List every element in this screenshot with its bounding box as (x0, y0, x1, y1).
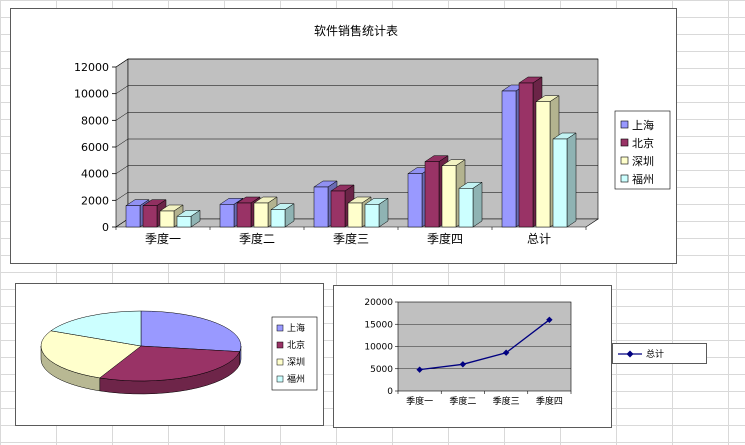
bar-category-label: 季度三 (333, 231, 369, 246)
bar-chart-title: 软件销售统计表 (314, 23, 398, 38)
bar-category-label: 季度四 (427, 231, 463, 246)
line-legend-label: 总计 (646, 350, 665, 360)
bar-ytick-label: 6000 (81, 141, 109, 154)
diamond-marker-icon (502, 349, 510, 356)
bar-ytick-label: 2000 (81, 194, 109, 207)
legend-label: 深圳 (287, 357, 305, 368)
bar-category-label: 季度一 (145, 231, 181, 246)
line-ytick-label: 15000 (364, 320, 393, 330)
legend-label: 上海 (287, 322, 305, 334)
bar-ytick-label: 8000 (81, 114, 109, 127)
diamond-marker-icon (459, 361, 467, 368)
line-category-label: 季度一 (406, 395, 433, 407)
legend-swatch-icon (276, 324, 284, 332)
legend-swatch-icon (276, 341, 284, 349)
line-category-label: 季度三 (493, 395, 520, 407)
legend-label: 深圳 (632, 155, 654, 168)
bar-category-label: 季度二 (239, 231, 275, 246)
legend-label: 北京 (632, 136, 654, 150)
legend-swatch-icon (620, 120, 629, 129)
line-chart[interactable]: 0 5000 10000 15000 20000 季度一 季度二 季度三 季度四 (333, 285, 612, 428)
bar-chart[interactable]: 软件销售统计表 0 2000 4000 6000 8000 10000 12000 季度一 季度二… (10, 8, 677, 264)
legend-label: 福州 (632, 172, 654, 186)
pie-slice (99, 345, 241, 382)
legend-label: 福州 (287, 373, 305, 385)
line-ytick-label: 20000 (364, 298, 393, 308)
line-series-marker-icon (618, 350, 642, 357)
bar-chart-svg: 软件销售统计表 0 2000 4000 6000 8000 10000 12000 季度一 季度二… (74, 23, 671, 246)
line-chart-svg: 0 5000 10000 15000 20000 季度一 季度二 季度三 季度四 (364, 298, 572, 407)
bar-ytick-label: 4000 (81, 168, 109, 181)
line-ytick-label: 5000 (370, 365, 393, 375)
legend-swatch-icon (276, 358, 284, 366)
line-series-path (419, 319, 550, 371)
diamond-marker-icon (416, 366, 423, 373)
line-ytick-label: 10000 (364, 343, 393, 353)
line-chart-legend[interactable]: 总计 (612, 343, 707, 364)
legend-label: 上海 (632, 118, 654, 132)
pie-plot-area (40, 310, 242, 395)
bar-series (125, 76, 577, 228)
legend-swatch-icon (620, 156, 629, 165)
bar-ytick-label: 0 (102, 221, 109, 234)
line-category-label: 季度二 (449, 395, 476, 407)
line-category-label: 季度四 (536, 395, 563, 407)
legend-swatch-icon (620, 174, 629, 183)
diamond-marker-icon (546, 316, 553, 323)
bar-ytick-label: 12000 (74, 61, 109, 74)
legend-label: 北京 (287, 339, 305, 351)
bar-ytick-label: 10000 (74, 88, 109, 101)
line-ytick-label: 0 (387, 387, 393, 397)
pie-slice (40, 330, 142, 379)
legend-swatch-icon (276, 375, 284, 383)
pie-slice (140, 310, 242, 352)
bar-category-label: 总计 (527, 232, 551, 246)
pie-slice (50, 310, 142, 347)
pie-chart[interactable]: 上海 北京 深圳 福州 (15, 283, 324, 426)
legend-swatch-icon (620, 138, 629, 147)
